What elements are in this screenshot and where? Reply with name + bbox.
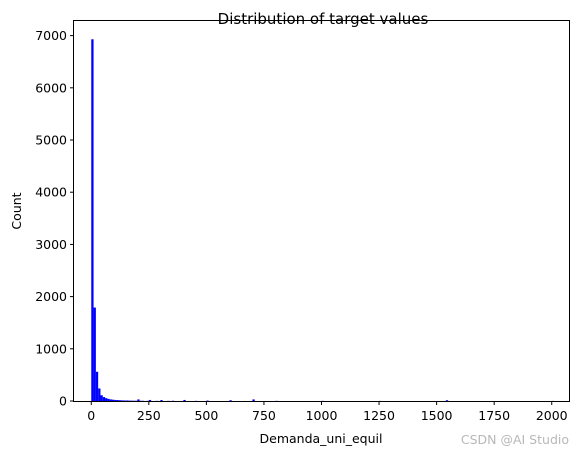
y-tick-label: 1000 (35, 341, 67, 356)
histogram-bar-16 (128, 400, 131, 402)
y-axis-label: Count (9, 192, 24, 229)
histogram-bar-9 (111, 399, 115, 401)
histogram-bar-29 (183, 399, 186, 401)
histogram-bar-31 (206, 400, 209, 402)
x-tick-label: 1750 (478, 408, 510, 423)
x-tick-label: 1500 (421, 408, 453, 423)
x-tick-label: 750 (252, 408, 276, 423)
y-tick-label: 2000 (35, 289, 67, 304)
histogram-bar-8 (109, 399, 112, 401)
histogram-bar-3 (98, 388, 101, 401)
y-tick-label: 3000 (35, 237, 67, 252)
histogram-bar-13 (121, 400, 124, 401)
x-tick-label: 0 (87, 408, 95, 423)
histogram-bar-26 (160, 400, 163, 401)
histogram-bar-18 (132, 400, 136, 402)
histogram-bar-17 (130, 400, 133, 402)
histogram-bar-24 (148, 399, 152, 401)
x-axis: 0 250 500 750 1000 1250 1500 1750 2000 (87, 401, 568, 423)
histogram-bar-7 (107, 398, 110, 401)
histogram-bar-32 (229, 400, 232, 401)
x-axis-label: Demanda_uni_equil (260, 431, 383, 446)
histogram-bar-5 (102, 397, 106, 401)
histogram-bar-28 (171, 400, 175, 402)
histogram-bar-19 (135, 400, 138, 402)
y-tick-label: 7000 (35, 28, 67, 43)
histogram-bar-14 (123, 400, 126, 401)
y-tick-label: 6000 (35, 80, 67, 95)
y-tick-label: 0 (59, 394, 67, 409)
y-tick-label: 5000 (35, 133, 67, 148)
y-tick-label: 4000 (35, 185, 67, 200)
x-tick-label: 1000 (306, 408, 338, 423)
histogram-bar-12 (118, 400, 122, 401)
watermark: CSDN @AI Studio (460, 432, 569, 447)
x-tick-label: 1250 (363, 408, 395, 423)
histogram-bar-15 (125, 400, 129, 401)
histogram-bar-10 (114, 399, 117, 401)
histogram-bar-2 (95, 371, 99, 401)
histogram-bar-11 (116, 400, 119, 401)
histogram-bar-0 (91, 39, 94, 402)
chart-title: Distribution of target values (218, 10, 429, 28)
y-axis: 0 1000 2000 3000 4000 5000 6000 7000 (35, 28, 74, 409)
histogram-bar-20 (137, 399, 140, 401)
histogram-bar-1 (93, 307, 96, 401)
histogram-bar-6 (105, 398, 108, 401)
x-tick-label: 250 (137, 408, 161, 423)
histogram-bar-33 (252, 399, 255, 401)
x-tick-label: 2000 (536, 408, 568, 423)
histogram-bar-37 (445, 400, 449, 401)
histogram-bar-4 (100, 395, 103, 401)
x-tick-label: 500 (194, 408, 218, 423)
